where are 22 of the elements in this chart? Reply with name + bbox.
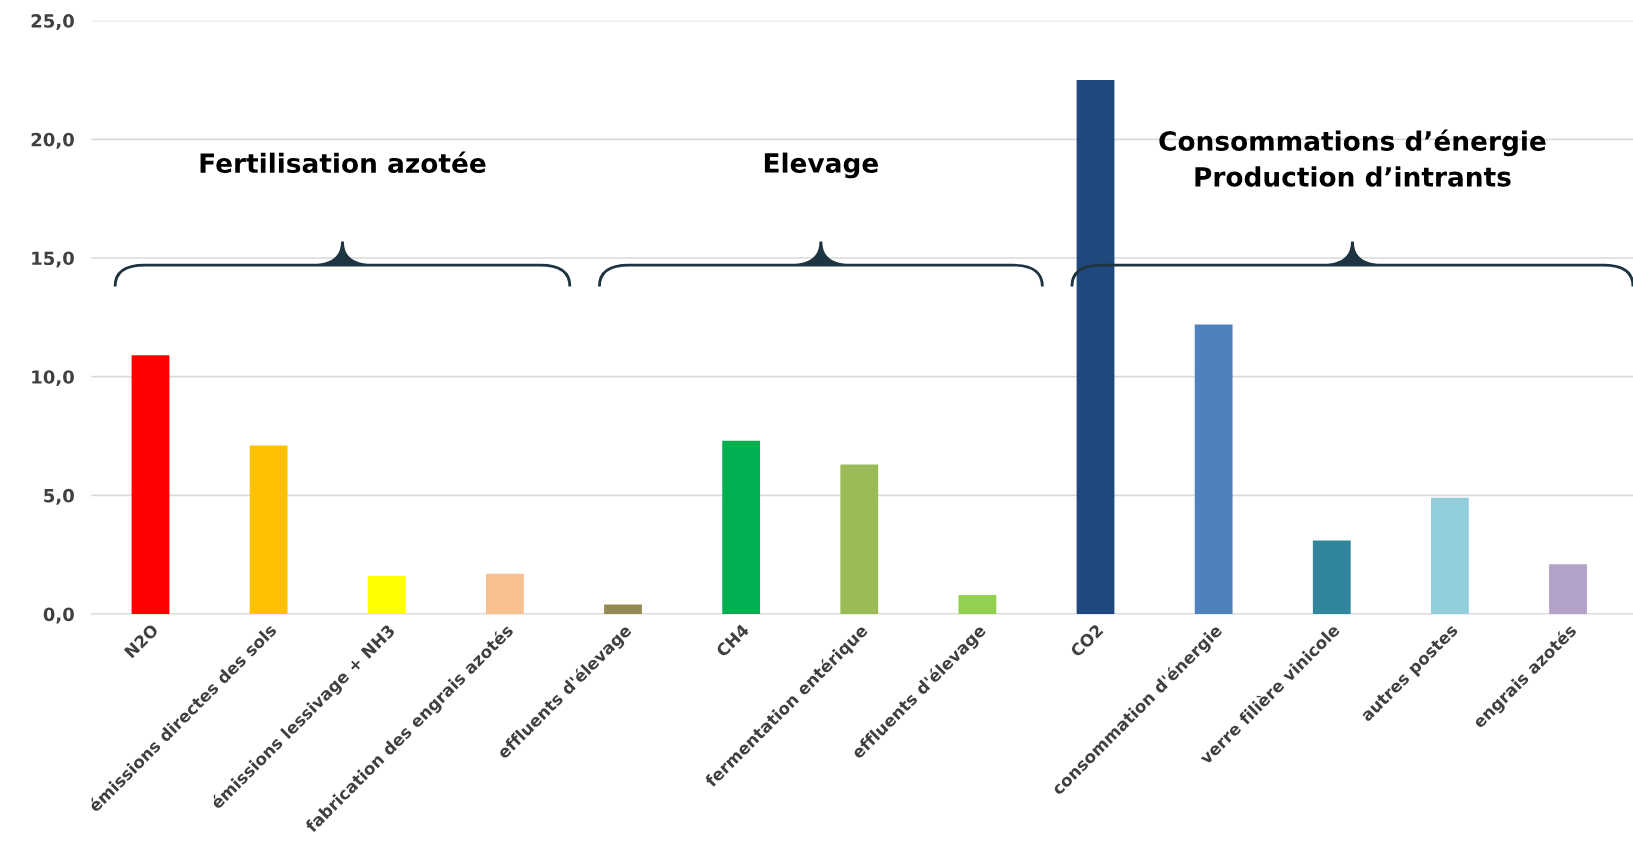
- bar: [1312, 540, 1351, 615]
- y-tick-label: 20,0: [31, 132, 74, 149]
- bar: [722, 440, 761, 615]
- annotation: Elevage: [764, 152, 878, 179]
- annotation: Fertilisation azotée: [200, 151, 486, 174]
- y-tick-label: 0,0: [43, 607, 74, 624]
- bar: [1194, 324, 1233, 615]
- y-tick-label: 10,0: [32, 370, 74, 387]
- y-tick-label: 15,0: [32, 251, 74, 268]
- y-tick-label: 25,0: [31, 14, 74, 31]
- bar: [840, 464, 879, 615]
- y-tick-label: 5,0: [44, 488, 74, 505]
- bar: [604, 604, 642, 615]
- bar: [1549, 564, 1587, 615]
- bar: [1431, 497, 1469, 615]
- bar: [958, 595, 997, 615]
- bar: [485, 573, 524, 615]
- annotation: Consommations d’énergie Production d’intrants: [1159, 129, 1546, 187]
- bar: [131, 355, 170, 615]
- bar: [367, 576, 406, 615]
- bar: [249, 445, 288, 615]
- bar: [1076, 79, 1115, 615]
